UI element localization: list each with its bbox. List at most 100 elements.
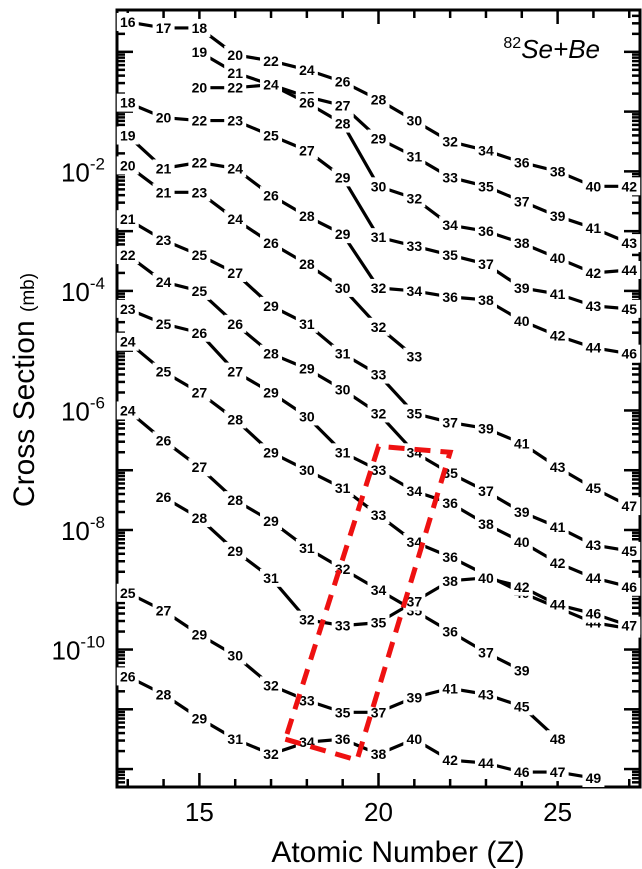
annotation-isotope: 82 [503, 35, 521, 52]
data-point-label: 28 [156, 686, 172, 702]
data-point-marker [439, 413, 462, 432]
data-point-marker [260, 75, 283, 94]
data-point-marker [510, 763, 533, 782]
data-point-label: 34 [407, 483, 423, 499]
data-point-marker [260, 512, 283, 531]
data-point-label: 21 [227, 65, 243, 81]
data-point-label: 41 [586, 220, 602, 236]
y-tick-exponent: -6 [90, 393, 105, 412]
data-point-label: 22 [120, 247, 136, 263]
data-point-marker [367, 278, 390, 297]
data-point-marker [403, 147, 426, 166]
data-point-marker [367, 129, 390, 148]
data-point-marker [582, 338, 605, 357]
data-point-marker [295, 255, 318, 274]
data-point-label: 33 [371, 462, 387, 478]
data-point-marker [439, 751, 462, 770]
data-point-label: 45 [621, 543, 637, 559]
data-point-marker [152, 18, 175, 37]
data-point-label: 32 [442, 133, 458, 149]
data-point-marker [295, 207, 318, 226]
data-point-marker [474, 482, 497, 501]
data-point-label: 29 [299, 361, 315, 377]
data-point-label: 36 [335, 731, 351, 747]
data-point-marker [474, 290, 497, 309]
data-point-label: 27 [192, 385, 208, 401]
data-point-marker [439, 168, 462, 187]
data-point-label: 21 [156, 184, 172, 200]
data-point-label: 25 [192, 283, 208, 299]
data-point-label: 38 [550, 163, 566, 179]
data-point-label: 42 [621, 178, 637, 194]
data-point-label: 33 [407, 238, 423, 254]
data-point-label: 31 [335, 346, 351, 362]
data-point-marker [260, 296, 283, 315]
data-point-marker [474, 568, 497, 587]
data-point-marker [116, 93, 139, 112]
data-point-marker [510, 278, 533, 297]
data-point-label: 30 [335, 382, 351, 398]
data-point-label: 24 [156, 274, 172, 290]
data-point-label: 41 [514, 435, 530, 451]
y-tick-exponent: -8 [90, 513, 105, 532]
data-point-marker [188, 246, 211, 265]
data-point-label: 31 [227, 731, 243, 747]
data-point-label: 28 [192, 510, 208, 526]
data-point-label: 41 [550, 519, 566, 535]
data-point-label: 42 [442, 752, 458, 768]
data-point-label: 30 [299, 408, 315, 424]
data-point-label: 26 [263, 187, 279, 203]
data-point-marker [582, 769, 605, 788]
data-point-label: 46 [514, 764, 530, 780]
data-point-label: 24 [299, 62, 315, 78]
data-point-marker [403, 111, 426, 130]
data-point-label: 45 [621, 301, 637, 317]
data-point-label: 29 [263, 513, 279, 529]
data-point-label: 23 [227, 113, 243, 129]
data-point-marker [260, 443, 283, 462]
data-point-marker [295, 314, 318, 333]
data-point-label: 41 [442, 680, 458, 696]
data-point-label: 36 [514, 154, 530, 170]
data-point-label: 35 [371, 615, 387, 631]
data-point-label: 25 [156, 316, 172, 332]
data-point-marker [367, 90, 390, 109]
data-point-marker [152, 685, 175, 704]
data-point-label: 40 [478, 570, 494, 586]
data-point-label: 39 [514, 504, 530, 520]
x-axis-title: Atomic Number (Z) [271, 836, 524, 869]
data-point-marker [331, 72, 354, 91]
data-point-marker [224, 541, 247, 560]
data-point-label: 29 [192, 710, 208, 726]
data-point-label: 28 [227, 492, 243, 508]
data-point-label: 24 [227, 160, 243, 176]
data-point-marker [260, 745, 283, 764]
data-point-marker [474, 222, 497, 241]
data-point-marker [295, 538, 318, 557]
data-point-marker [510, 661, 533, 680]
data-point-label: 20 [227, 47, 243, 63]
data-point-marker [582, 177, 605, 196]
data-point-label: 31 [407, 148, 423, 164]
data-point-label: 23 [120, 301, 136, 317]
data-point-marker [188, 323, 211, 342]
data-point-marker [116, 667, 139, 686]
data-point-label: 33 [335, 618, 351, 634]
data-point-marker [260, 234, 283, 253]
data-point-label: 31 [299, 316, 315, 332]
data-point-label: 22 [263, 53, 279, 69]
data-point-marker [188, 42, 211, 61]
data-point-marker [116, 246, 139, 265]
data-point-marker [403, 688, 426, 707]
data-point-marker [582, 296, 605, 315]
data-point-marker [367, 506, 390, 525]
y-tick-base: 10 [61, 516, 90, 546]
data-point-marker [152, 362, 175, 381]
data-point-label: 29 [227, 543, 243, 559]
y-tick-label: 10-2 [61, 154, 105, 187]
data-point-label: 35 [407, 405, 423, 421]
data-point-marker [367, 365, 390, 384]
data-point-label: 31 [371, 229, 387, 245]
